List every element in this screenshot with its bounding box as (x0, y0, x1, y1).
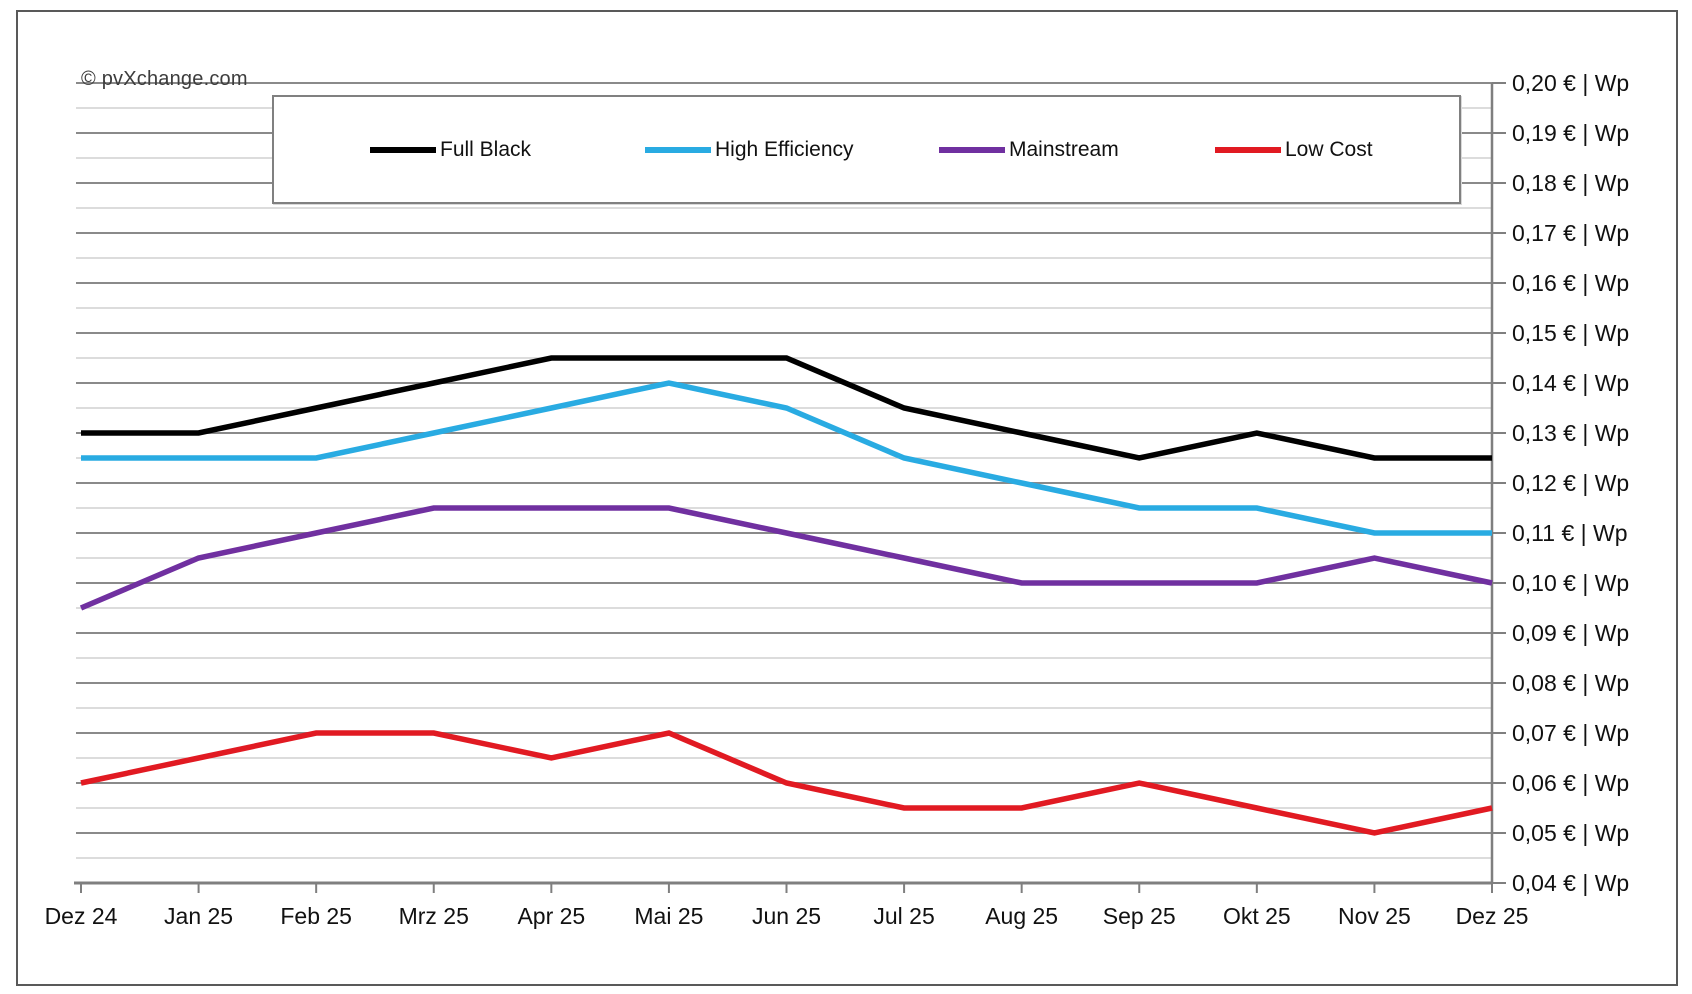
month-label: Mai 25 (634, 903, 703, 929)
legend-label-high-efficiency: High Efficiency (715, 137, 854, 161)
price-label: 0,11 € | Wp (1512, 520, 1628, 546)
month-label: Jul 25 (873, 903, 934, 929)
legend-item-low-cost: Low Cost (1215, 97, 1373, 202)
price-label: 0,06 € | Wp (1512, 770, 1629, 796)
price-label: 0,10 € | Wp (1512, 570, 1629, 596)
price-label: 0,12 € | Wp (1512, 470, 1629, 496)
legend-swatch-high-efficiency-icon (645, 146, 711, 153)
price-label: 0,09 € | Wp (1512, 620, 1629, 646)
price-label: 0,14 € | Wp (1512, 370, 1629, 396)
legend-swatch-low-cost-icon (1215, 146, 1281, 153)
price-label: 0,04 € | Wp (1512, 870, 1629, 896)
price-label: 0,07 € | Wp (1512, 720, 1629, 746)
series-line-low-cost (80, 730, 1493, 836)
month-label: Apr 25 (517, 903, 585, 929)
legend-item-mainstream: Mainstream (939, 97, 1119, 202)
month-label: Okt 25 (1223, 903, 1291, 929)
legend-swatch-full-black-icon (370, 146, 436, 153)
month-label: Dez 25 (1456, 903, 1529, 929)
month-label: Mrz 25 (399, 903, 469, 929)
price-label: 0,13 € | Wp (1512, 420, 1629, 446)
legend-item-full-black: Full Black (370, 97, 531, 202)
legend: Full Black High Efficiency Mainstream Lo… (272, 95, 1461, 204)
price-label: 0,08 € | Wp (1512, 670, 1629, 696)
price-label: 0,17 € | Wp (1512, 220, 1629, 246)
month-label: Jan 25 (164, 903, 233, 929)
price-label: 0,18 € | Wp (1512, 170, 1629, 196)
month-label: Feb 25 (280, 903, 352, 929)
price-label: 0,20 € | Wp (1512, 70, 1629, 96)
legend-label-mainstream: Mainstream (1009, 137, 1119, 161)
price-label: 0,16 € | Wp (1512, 270, 1629, 296)
month-label: Aug 25 (985, 903, 1058, 929)
legend-label-full-black: Full Black (440, 137, 532, 161)
legend-label-low-cost: Low Cost (1285, 137, 1373, 161)
legend-item-high-efficiency: High Efficiency (645, 97, 854, 202)
price-label: 0,19 € | Wp (1512, 120, 1629, 146)
month-label: Jun 25 (752, 903, 821, 929)
series-line-full-black (81, 355, 1492, 461)
price-label: 0,15 € | Wp (1512, 320, 1629, 346)
series-line-mainstream (79, 505, 1493, 611)
month-label: Sep 25 (1103, 903, 1176, 929)
legend-swatch-mainstream-icon (939, 146, 1005, 153)
price-label: 0,05 € | Wp (1512, 820, 1629, 846)
month-label: Nov 25 (1338, 903, 1411, 929)
month-label: Dez 24 (45, 903, 118, 929)
series-line-high-efficiency (81, 380, 1492, 536)
pvxchange-watermark: © pvXchange.com (81, 68, 248, 90)
